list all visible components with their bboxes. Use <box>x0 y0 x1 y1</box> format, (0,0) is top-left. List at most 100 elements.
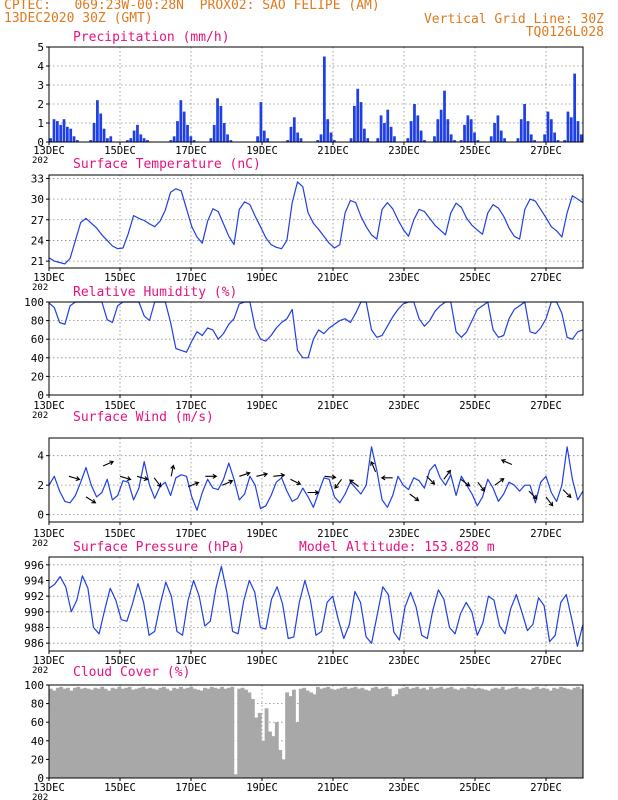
header-run-code: TQ0126L028 <box>525 25 604 40</box>
press-xtick-label: 21DEC <box>317 655 349 667</box>
precip-bar <box>72 136 76 142</box>
cloud-bar <box>408 688 413 778</box>
cloud-bar <box>209 686 214 778</box>
cloud-bar <box>476 687 481 778</box>
precip-bar <box>406 138 410 142</box>
precip-bar <box>556 140 560 142</box>
cloud-bar <box>357 688 361 778</box>
cloud-bar <box>456 689 461 778</box>
cloud-bar <box>114 688 118 778</box>
temp-title: Surface Temperature (nC) <box>73 157 261 172</box>
cloud-bar <box>535 686 539 778</box>
cloud-bar <box>83 687 88 778</box>
precip-bar <box>326 119 330 142</box>
precip-bar <box>212 124 216 142</box>
cloud-xtick-label: 19DEC <box>246 782 278 794</box>
precip-bar <box>319 134 323 142</box>
press-line <box>48 565 584 647</box>
precip-ytick-label: 2 <box>37 98 44 111</box>
cloud-bar <box>175 688 180 778</box>
temp-line <box>48 181 584 265</box>
precip-bar <box>176 121 179 142</box>
precip-frame <box>48 46 584 143</box>
precip-bar <box>433 136 436 142</box>
precip-bar <box>466 115 470 142</box>
cloud-bar <box>264 708 269 778</box>
cloud-bar <box>552 687 557 778</box>
cloud-bar <box>257 712 262 778</box>
cloud-bar <box>559 686 563 778</box>
cloud-bar <box>182 688 187 778</box>
cloud-bar <box>271 736 276 778</box>
precip-bar <box>182 111 186 142</box>
cloud-bar <box>425 689 430 778</box>
cloud-bar <box>319 688 324 778</box>
cloud-bar <box>268 731 272 778</box>
precip-bar <box>296 132 300 142</box>
precip-bar <box>519 119 523 142</box>
cloud-bar <box>572 687 577 778</box>
wind-arrow <box>85 496 97 504</box>
cloud-bar <box>343 686 348 778</box>
wind-arrow <box>500 459 513 466</box>
precip-bar <box>383 123 386 142</box>
cloud-bar <box>538 688 543 778</box>
cloud-bar <box>59 686 64 778</box>
cloud-bar <box>66 687 70 778</box>
precip-bar <box>353 105 356 142</box>
temp-xtick-label: 23DEC <box>388 272 420 284</box>
wind-arrow <box>380 475 393 481</box>
precip-bar <box>329 132 333 142</box>
temp-frame <box>48 174 584 269</box>
cloud-bar <box>487 690 491 778</box>
press-frame <box>48 556 584 652</box>
cloud-bar <box>545 688 550 778</box>
wind-arrow <box>307 490 320 496</box>
rh-panel <box>46 301 584 398</box>
cloud-bar <box>391 696 396 778</box>
precip-ytick-label: 5 <box>37 41 44 54</box>
precip-bar <box>516 138 520 142</box>
cloud-bar <box>220 686 224 778</box>
precip-bar <box>476 140 480 142</box>
precip-bar <box>549 119 553 142</box>
wind-line <box>48 446 584 511</box>
precip-bar <box>169 140 173 142</box>
cloud-bar <box>144 688 149 778</box>
precip-xtick-label: 23DEC <box>388 145 420 157</box>
cloud-bar <box>576 686 580 778</box>
cloud-bar <box>155 689 159 778</box>
header-vertical-grid: Vertical Grid Line: 30Z <box>423 12 604 27</box>
wind-arrow <box>409 493 420 502</box>
cloud-bar <box>52 690 57 778</box>
press-panel <box>46 556 584 654</box>
wind-arrow <box>102 460 115 467</box>
cloud-bar <box>329 688 334 778</box>
cloud-bar <box>261 740 266 778</box>
cloud-bar <box>541 687 546 778</box>
cloud-bar <box>555 688 560 778</box>
precip-bar <box>563 140 567 142</box>
precip-bar <box>96 100 99 142</box>
wind-arrow <box>443 469 452 480</box>
cloud-bar <box>216 688 221 778</box>
cloud-year-label: 202 <box>32 793 48 800</box>
cloud-bar <box>326 686 331 778</box>
precip-bar <box>129 138 133 142</box>
precip-bar <box>106 138 109 142</box>
precip-bar <box>523 104 526 142</box>
cloud-bar <box>398 688 402 778</box>
cloud-bar <box>55 687 60 778</box>
press-xtick-label: 17DEC <box>175 655 207 667</box>
press-ytick-label: 988 <box>24 622 44 635</box>
cloud-bar <box>302 687 307 778</box>
rh-xtick-label: 21DEC <box>317 400 349 412</box>
press-year-label: 202 <box>32 666 48 676</box>
precip-bar <box>289 126 293 142</box>
rh-ytick-label: 40 <box>31 352 44 365</box>
precip-panel <box>46 46 584 145</box>
cloud-bar <box>179 686 183 778</box>
wind-panel <box>46 437 584 525</box>
cloud-bar <box>463 688 468 778</box>
rh-xtick-label: 17DEC <box>175 400 207 412</box>
